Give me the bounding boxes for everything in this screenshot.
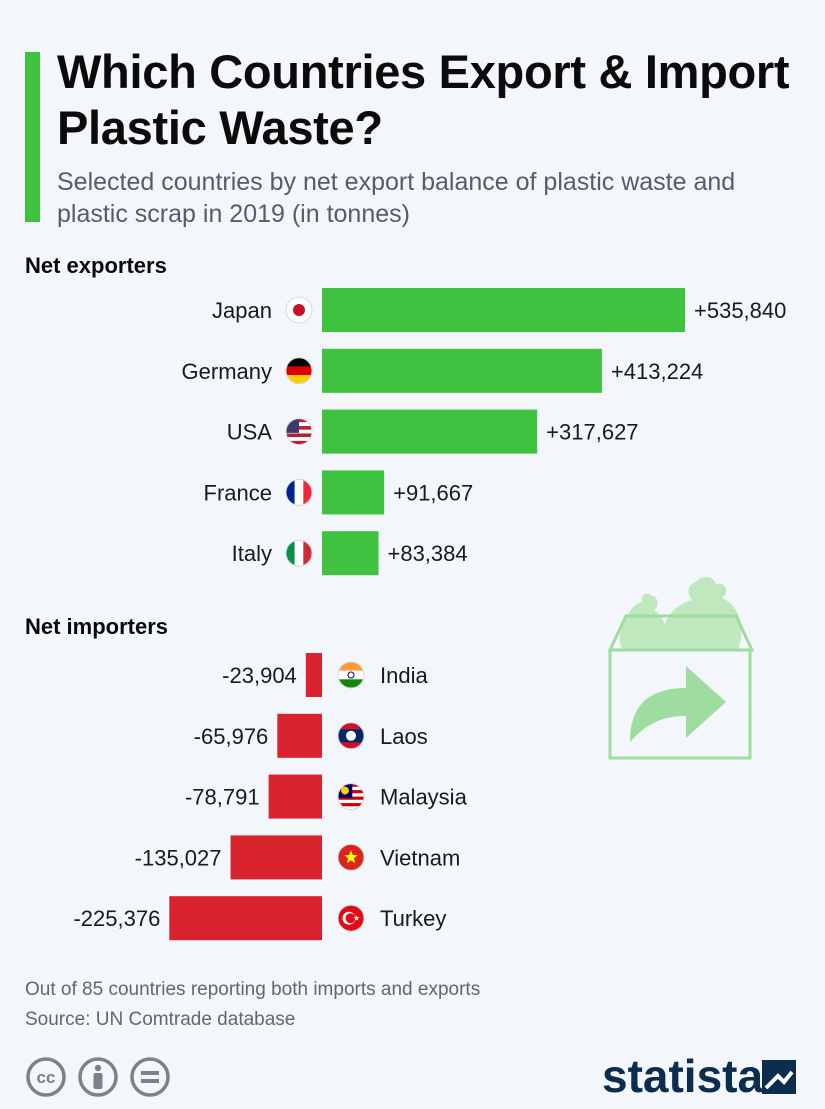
italy-flag-icon [285, 539, 313, 567]
category-label-italy: Italy [232, 541, 272, 566]
france-flag-icon [285, 478, 313, 506]
chart-title: Which Countries Export & Import Plastic … [57, 45, 790, 154]
value-label-laos: -65,976 [194, 724, 269, 749]
turkey-flag-icon [337, 904, 365, 932]
value-label-france: +91,667 [393, 480, 473, 505]
svg-text:cc: cc [37, 1068, 56, 1087]
value-label-turkey: -225,376 [73, 906, 160, 931]
value-label-india: -23,904 [222, 663, 297, 688]
india-flag-icon [337, 661, 365, 689]
value-label-usa: +317,627 [546, 420, 638, 445]
bar-chart: +535,840 Japan +413,224 Germany +317,627 USA +… [73, 288, 786, 941]
usa-flag-icon [285, 418, 313, 446]
value-label-italy: +83,384 [387, 541, 467, 566]
attribution-icon [78, 1057, 118, 1097]
bar-malaysia [268, 774, 322, 819]
category-label-france: France [204, 480, 272, 505]
bar-germany [322, 348, 602, 393]
category-label-vietnam: Vietnam [380, 845, 460, 870]
statista-logo: statista [602, 1050, 802, 1105]
footnote-note: Out of 85 countries reporting both impor… [25, 979, 481, 1000]
plastic-bags-box-icon [607, 576, 755, 760]
bar-japan [322, 288, 685, 332]
bar-usa [322, 409, 538, 454]
chart-subtitle: Selected countries by net export balance… [57, 168, 736, 228]
net-exporters-heading: Net exporters [25, 253, 167, 278]
germany-flag-icon [285, 357, 313, 385]
value-label-vietnam: -135,027 [135, 845, 222, 870]
license-icons: cc [26, 1057, 170, 1097]
laos-flag-icon [337, 722, 365, 750]
statista-wordmark: statista [602, 1050, 763, 1100]
vietnam-flag-icon [337, 843, 365, 871]
bar-france [322, 470, 385, 515]
malaysia-flag-icon [337, 783, 365, 811]
bar-italy [322, 531, 379, 576]
footnote: Out of 85 countries reporting both impor… [25, 975, 480, 1035]
category-label-india: India [380, 663, 428, 688]
net-importers-heading: Net importers [25, 614, 169, 639]
bar-india [305, 653, 322, 697]
value-label-germany: +413,224 [611, 359, 703, 384]
category-label-usa: USA [227, 420, 273, 445]
no-derivatives-icon [130, 1057, 170, 1097]
cc-icon: cc [26, 1057, 66, 1097]
category-label-japan: Japan [212, 298, 272, 323]
bar-laos [277, 713, 322, 758]
bar-turkey [169, 896, 322, 941]
value-label-japan: +535,840 [694, 298, 786, 323]
footnote-source: Source: UN Comtrade database [25, 1009, 296, 1030]
value-label-malaysia: -78,791 [185, 785, 260, 810]
bar-vietnam [230, 835, 322, 880]
japan-flag-icon [285, 296, 313, 324]
category-label-turkey: Turkey [380, 906, 446, 931]
category-label-malaysia: Malaysia [380, 785, 468, 810]
category-label-laos: Laos [380, 724, 428, 749]
title-accent-bar [25, 52, 40, 222]
statista-logo-icon [762, 1060, 796, 1094]
category-label-germany: Germany [182, 359, 272, 384]
